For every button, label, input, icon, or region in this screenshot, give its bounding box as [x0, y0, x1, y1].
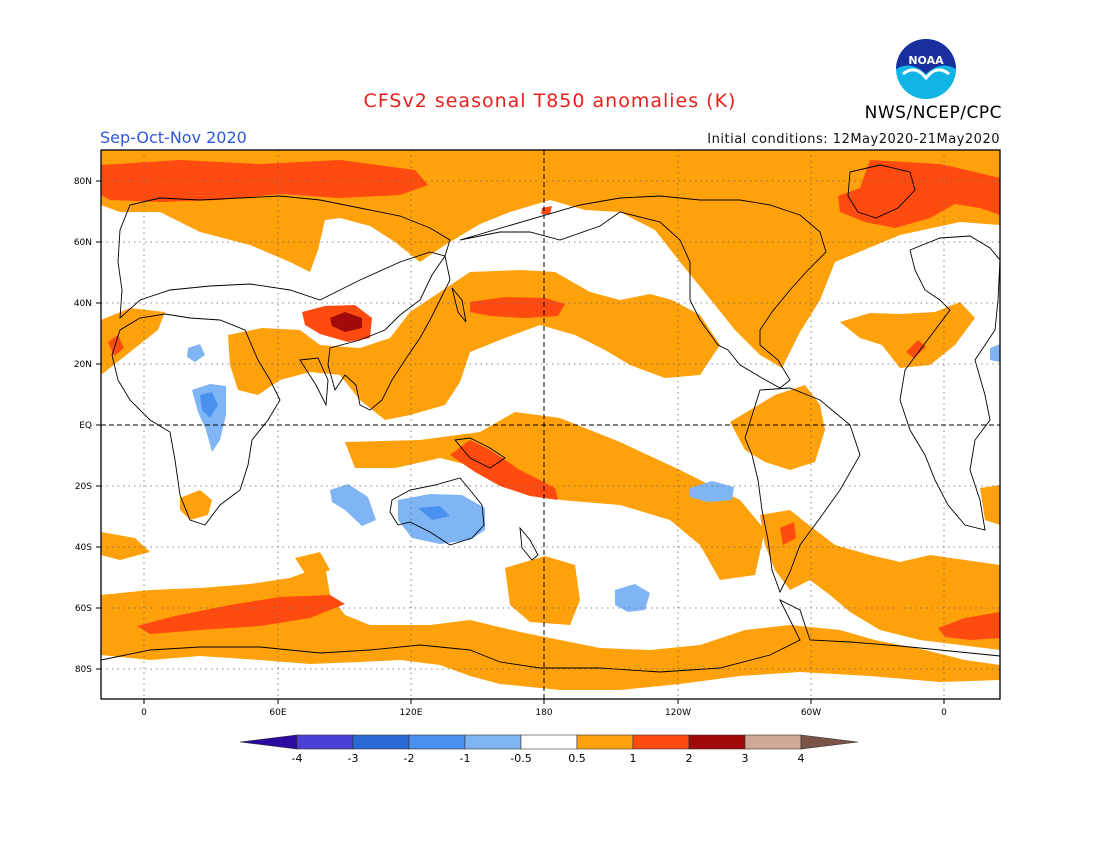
longitude-axis: 0 60E 120E 180 120W 60W 0	[141, 708, 947, 718]
colorbar-swatch	[352, 734, 410, 750]
season-label: Sep-Oct-Nov 2020	[100, 128, 247, 147]
colorbar-swatch	[576, 734, 634, 750]
colorbar-label: -1	[460, 752, 471, 765]
colorbar-label: -2	[404, 752, 415, 765]
lat-label: 20N	[74, 360, 92, 370]
colorbar-swatch	[632, 734, 690, 750]
map-frame	[100, 149, 1001, 700]
svg-text:NOAA: NOAA	[908, 54, 944, 67]
lon-label: 120W	[665, 708, 691, 718]
anomaly-lightblue-regions	[187, 344, 1000, 612]
reference-lines	[101, 150, 1000, 699]
lon-label: 0	[941, 708, 947, 718]
colorbar-arrow-right	[800, 734, 859, 750]
colorbar-swatch	[464, 734, 522, 750]
colorbar-label: -4	[292, 752, 303, 765]
colorbar-swatch	[520, 734, 578, 750]
lat-label: 20S	[75, 482, 92, 492]
lat-label: 80N	[74, 177, 92, 187]
colorbar-arrow-left	[239, 734, 298, 750]
gridlines	[101, 150, 1000, 699]
colorbar-label: 1	[630, 752, 637, 765]
lon-label: 180	[535, 708, 552, 718]
colorbar-label: 0.5	[568, 752, 586, 765]
lon-label: 0	[141, 708, 147, 718]
colorbar-swatch	[296, 734, 354, 750]
colorbar-label: 2	[686, 752, 693, 765]
colorbar-swatch	[744, 734, 802, 750]
anomaly-red-regions	[101, 160, 1000, 640]
colorbar-swatch	[688, 734, 746, 750]
lon-label: 60E	[269, 708, 286, 718]
noaa-logo-icon: NOAA	[896, 39, 956, 99]
lon-label: 120E	[400, 708, 423, 718]
colorbar-label: -0.5	[510, 752, 531, 765]
lat-label: 40S	[75, 543, 92, 553]
lat-label: 60S	[75, 604, 92, 614]
anomaly-darkred-regions	[330, 312, 362, 332]
colorbar-label: 4	[798, 752, 805, 765]
lon-label: 60W	[801, 708, 821, 718]
chart-title: CFSv2 seasonal T850 anomalies (K)	[363, 90, 737, 112]
map-plot-area	[101, 150, 1000, 699]
colorbar: -4 -3 -2 -1 -0.5 0.5 1 2 3 4	[239, 734, 859, 765]
anomaly-orange-regions	[101, 150, 1000, 690]
lat-label: 80S	[75, 665, 92, 675]
coastlines	[101, 164, 1000, 673]
lat-label: 40N	[74, 299, 92, 309]
lat-label: 60N	[74, 238, 92, 248]
colorbar-swatch	[408, 734, 466, 750]
colorbar-label: -3	[348, 752, 359, 765]
colorbar-label: 3	[742, 752, 749, 765]
agency-label: NWS/NCEP/CPC	[864, 103, 1002, 123]
initial-conditions-label: Initial conditions: 12May2020-21May2020	[707, 132, 1000, 147]
latitude-axis: 80N 60N 40N 20N EQ 20S 40S 60S 80S	[74, 177, 92, 675]
lat-label: EQ	[79, 421, 92, 431]
anomaly-blue-regions	[200, 392, 450, 520]
